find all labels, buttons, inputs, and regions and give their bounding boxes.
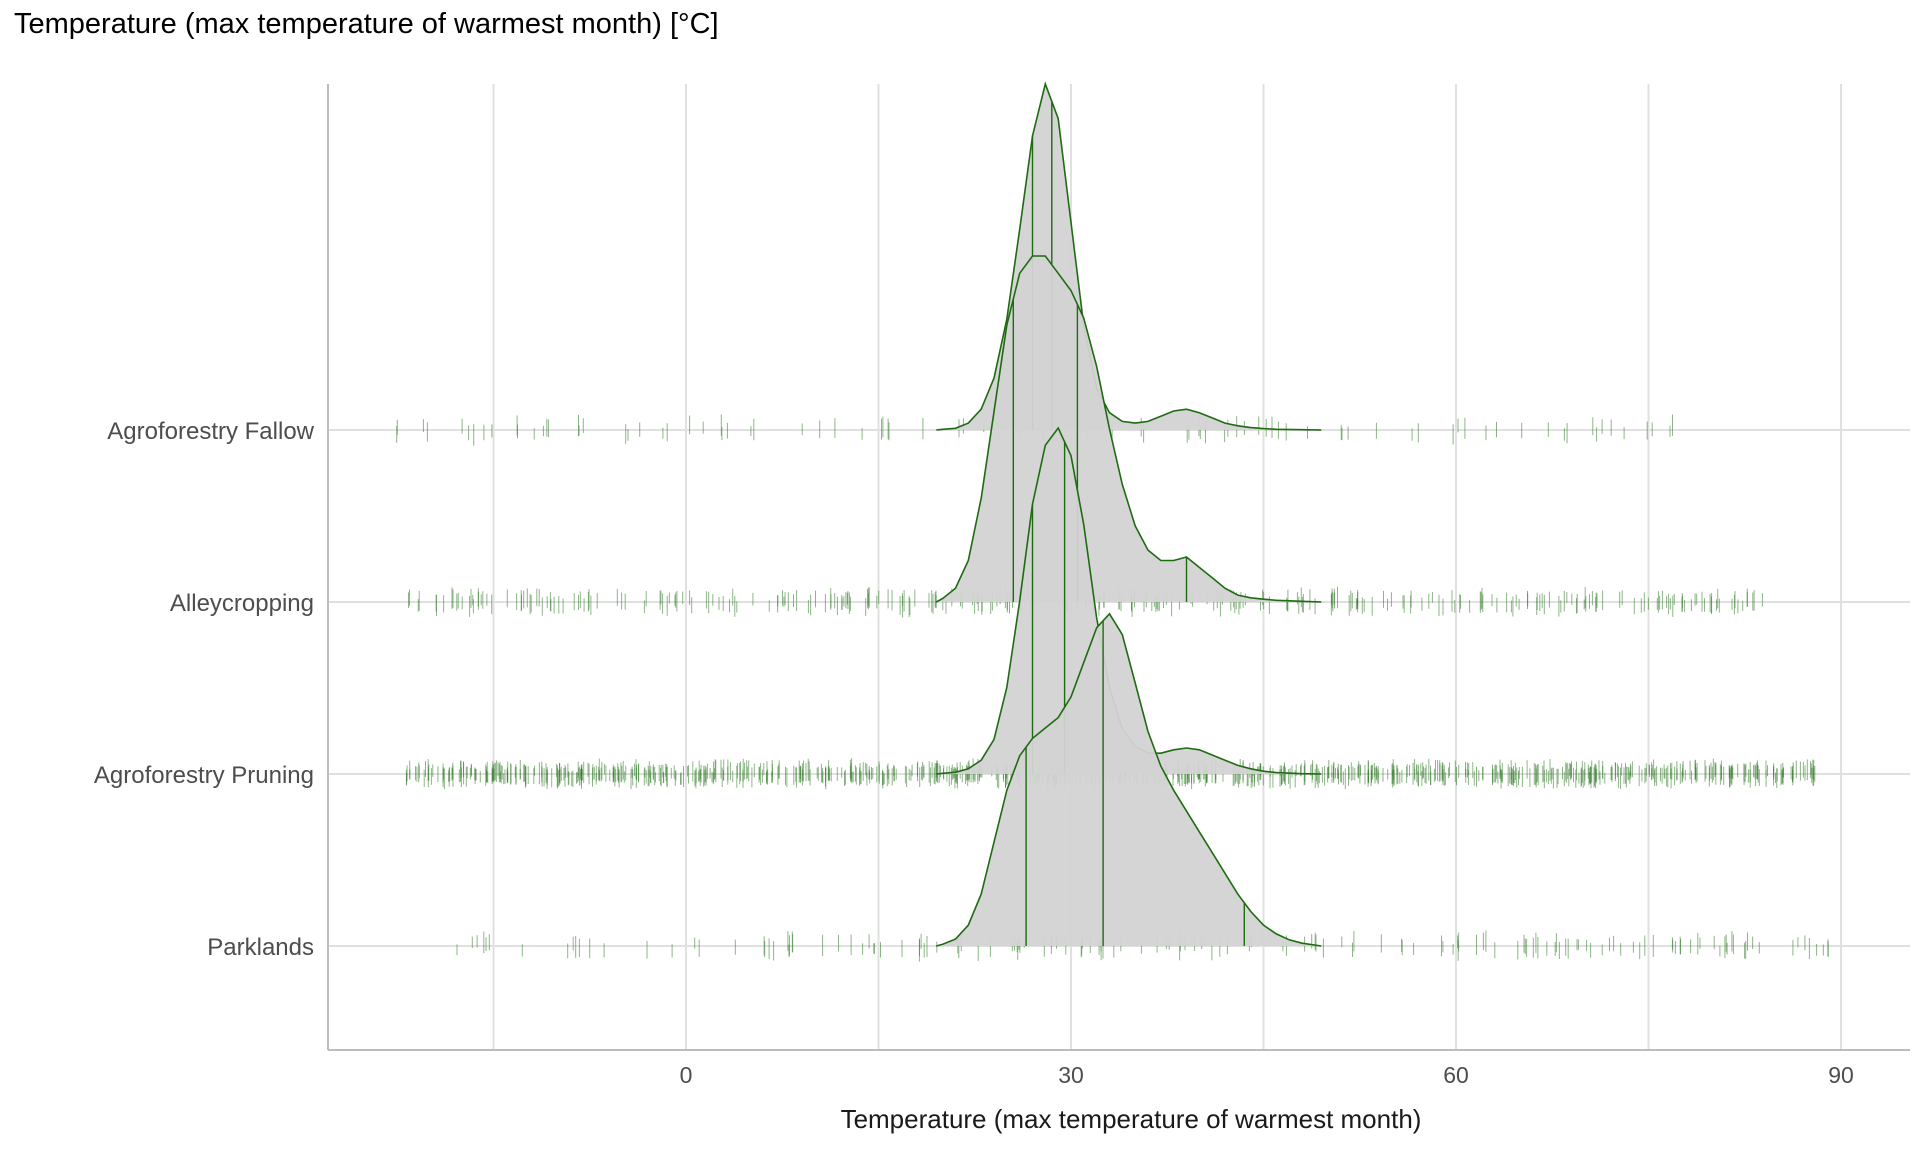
y-tick-label: Agroforestry Pruning [94,762,314,789]
y-tick-label: Parklands [207,934,314,961]
x-axis-title: Temperature (max temperature of warmest … [841,1104,1422,1134]
x-tick-label: 0 [680,1062,693,1088]
chart-title: Temperature (max temperature of warmest … [14,8,719,40]
y-tick-label: Agroforestry Fallow [107,418,314,445]
x-tick-label: 60 [1443,1062,1469,1088]
axis-layer: 0 30 60 90 Agroforestry Fallow Alleycropping A… [94,84,1910,1088]
y-tick-label: Alleycropping [170,590,314,617]
ridge-line [935,255,1322,603]
x-tick-label: 30 [1058,1062,1084,1088]
ridge-layer [935,81,1322,947]
x-tick-label: 90 [1828,1062,1854,1088]
ridge-line [936,612,1322,947]
ridge-area [936,613,1322,946]
ridge-line [936,81,1322,431]
